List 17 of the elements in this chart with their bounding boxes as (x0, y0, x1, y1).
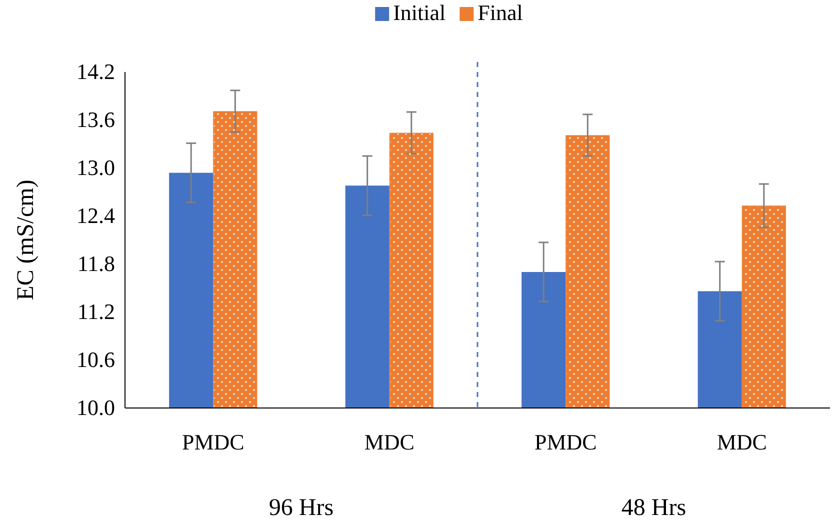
legend-label: Initial (393, 0, 446, 25)
y-tick-label: 10.6 (76, 347, 115, 372)
text: 96 Hrs (268, 495, 334, 521)
x-tick-label: MDC (716, 430, 767, 455)
y-tick-label: 13.0 (76, 155, 115, 180)
y-tick-label: 11.2 (77, 299, 115, 324)
x-tick-label: PMDC (182, 430, 244, 455)
x-tick-label: PMDC (534, 430, 597, 455)
y-axis-title: EC (mS/cm) (13, 180, 39, 300)
y-tick-label: 14.2 (76, 59, 115, 84)
y-tick-label: 12.4 (76, 203, 115, 228)
legend-label: Final (478, 0, 523, 25)
y-tick-label: 13.6 (76, 107, 115, 132)
y-tick-label: 10.0 (76, 395, 115, 420)
x-tick-label: MDC (364, 430, 414, 455)
text: 48 Hrs (621, 495, 686, 521)
y-tick-label: 11.8 (77, 251, 115, 276)
